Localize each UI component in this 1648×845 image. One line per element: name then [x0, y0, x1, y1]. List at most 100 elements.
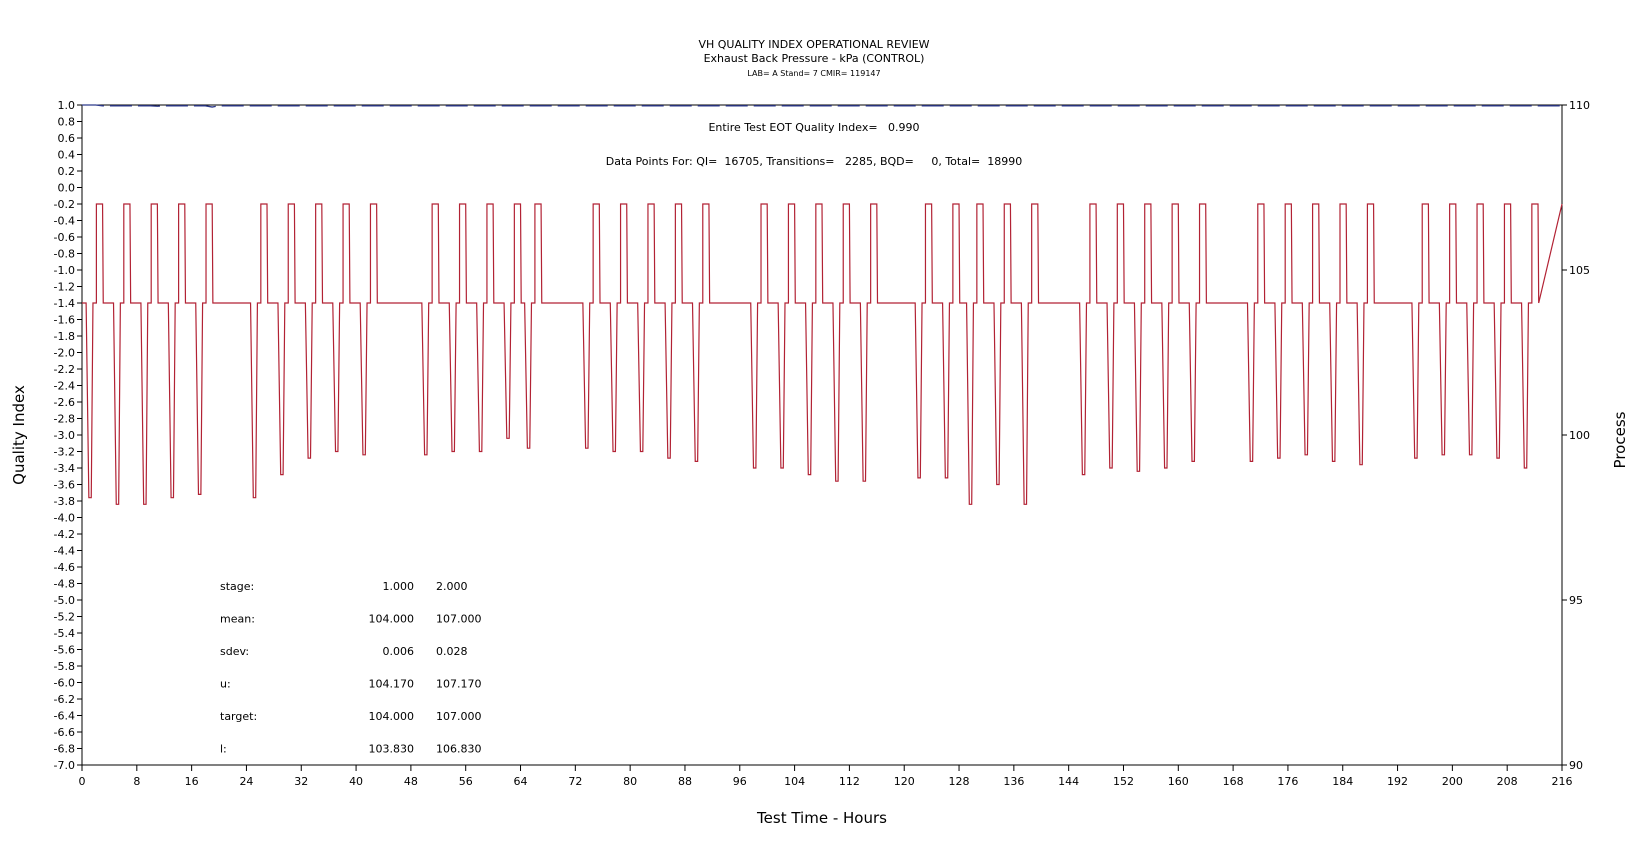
y-tick-label: -0.4 [54, 215, 75, 228]
x-tick-label: 40 [349, 775, 363, 788]
x-tick-label: 16 [185, 775, 199, 788]
y-tick-label: 0.0 [58, 182, 76, 195]
x-tick-label: 96 [733, 775, 747, 788]
y-tick-label: -1.4 [54, 297, 75, 310]
quality-index-series-line [82, 104, 1562, 108]
x-tick-label: 112 [839, 775, 860, 788]
stat-value-stage1: 104.000 [369, 613, 415, 626]
x-tick-label: 120 [894, 775, 915, 788]
y2-tick-label: 110 [1569, 99, 1590, 112]
stat-label: u: [220, 678, 231, 691]
y-tick-label: -6.0 [54, 677, 75, 690]
y2-tick-label: 95 [1569, 594, 1583, 607]
stat-value-stage1: 104.000 [369, 710, 415, 723]
y-tick-label: -1.0 [54, 264, 75, 277]
stat-value-stage2: 0.028 [436, 645, 468, 658]
bottom-axis: 0 8 16 24 32 40 48 56 64 72 80 88 96 104 112 120 128 136 1… [79, 765, 1573, 788]
y-tick-label: 0.2 [58, 165, 76, 178]
x-tick-label: 32 [294, 775, 308, 788]
y-tick-label: -4.8 [54, 578, 75, 591]
y-tick-label: 1.0 [58, 99, 76, 112]
x-tick-label: 104 [784, 775, 805, 788]
chart-subtitle: Exhaust Back Pressure - kPa (CONTROL) [704, 52, 925, 65]
y-tick-label: -1.8 [54, 330, 75, 343]
stat-value-stage1: 0.006 [383, 645, 415, 658]
stat-value-stage2: 107.170 [436, 678, 482, 691]
stat-value-stage2: 106.830 [436, 743, 482, 756]
x-tick-label: 168 [1223, 775, 1244, 788]
x-tick-label: 176 [1277, 775, 1298, 788]
y-tick-label: -2.8 [54, 413, 75, 426]
x-tick-label: 80 [623, 775, 637, 788]
x-axis-title: Test Time - Hours [756, 809, 887, 827]
y-tick-label: -3.6 [54, 479, 75, 492]
chart-title: VH QUALITY INDEX OPERATIONAL REVIEW [698, 38, 929, 51]
chart-lab-line: LAB= A Stand= 7 CMIR= 119147 [747, 69, 880, 78]
y-tick-label: -3.2 [54, 446, 75, 459]
stat-label: stage: [220, 580, 254, 593]
x-tick-label: 144 [1058, 775, 1079, 788]
y2-tick-label: 90 [1569, 759, 1583, 772]
x-tick-label: 200 [1442, 775, 1463, 788]
x-tick-label: 192 [1387, 775, 1408, 788]
stat-value-stage2: 2.000 [436, 580, 468, 593]
y-axis-title: Quality Index [10, 385, 28, 485]
eot-quality-index-note: Entire Test EOT Quality Index= 0.990 [708, 121, 919, 134]
y-tick-label: -0.6 [54, 231, 75, 244]
process-series-line [82, 203, 1563, 505]
stat-value-stage1: 1.000 [383, 580, 415, 593]
stat-label: mean: [220, 613, 255, 626]
y-tick-label: -4.2 [54, 528, 75, 541]
y-tick-label: -3.4 [54, 462, 75, 475]
y-tick-label: -6.6 [54, 726, 75, 739]
y-tick-label: -0.2 [54, 198, 75, 211]
stat-label: sdev: [220, 645, 249, 658]
stats-table: stage: 1.000 2.000 mean: 104.000 107.000 sdev:… [220, 580, 482, 756]
y-tick-label: -3.8 [54, 495, 75, 508]
y-tick-label: 0.8 [58, 116, 76, 129]
stat-value-stage1: 104.170 [369, 678, 415, 691]
y-tick-label: -4.0 [54, 512, 75, 525]
y-tick-label: -7.0 [54, 759, 75, 772]
y-tick-label: -4.6 [54, 561, 75, 574]
x-tick-label: 88 [678, 775, 692, 788]
y2-tick-label: 105 [1569, 264, 1590, 277]
y-tick-label: -5.8 [54, 660, 75, 673]
y-tick-label: -5.4 [54, 627, 75, 640]
y-tick-label: -5.0 [54, 594, 75, 607]
y-tick-label: -1.6 [54, 314, 75, 327]
data-points-note: Data Points For: QI= 16705, Transitions=… [606, 155, 1022, 168]
y-tick-label: -2.0 [54, 347, 75, 360]
x-tick-label: 208 [1497, 775, 1518, 788]
stat-label: target: [220, 710, 257, 723]
x-tick-label: 64 [514, 775, 528, 788]
y-tick-label: -6.8 [54, 743, 75, 756]
y-tick-label: -1.2 [54, 281, 75, 294]
y2-tick-label: 100 [1569, 429, 1590, 442]
y-tick-label: -5.6 [54, 644, 75, 657]
stat-value-stage1: 103.830 [369, 743, 415, 756]
y-tick-label: -2.4 [54, 380, 75, 393]
x-tick-label: 136 [1003, 775, 1024, 788]
x-tick-label: 152 [1113, 775, 1134, 788]
y-tick-label: -2.2 [54, 363, 75, 376]
y-tick-label: 0.4 [58, 149, 76, 162]
y2-axis-title: Process [1611, 411, 1629, 468]
x-tick-label: 128 [949, 775, 970, 788]
x-tick-label: 0 [79, 775, 86, 788]
stat-value-stage2: 107.000 [436, 613, 482, 626]
y-tick-label: -0.8 [54, 248, 75, 261]
x-tick-label: 8 [133, 775, 140, 788]
right-axis: 110 105 100 95 90 [1562, 99, 1590, 772]
y-tick-label: -6.4 [54, 710, 75, 723]
stat-label: l: [220, 743, 227, 756]
y-tick-label: -5.2 [54, 611, 75, 624]
left-axis: 1.0 0.8 0.6 0.4 0.2 0.0 -0.2 -0.4 -0.6 -0.8 -1.0 -1… [54, 99, 82, 772]
y-tick-label: 0.6 [58, 132, 76, 145]
y-tick-label: -6.2 [54, 693, 75, 706]
x-tick-label: 56 [459, 775, 473, 788]
stat-value-stage2: 107.000 [436, 710, 482, 723]
x-tick-label: 184 [1332, 775, 1353, 788]
y-tick-label: -2.6 [54, 396, 75, 409]
